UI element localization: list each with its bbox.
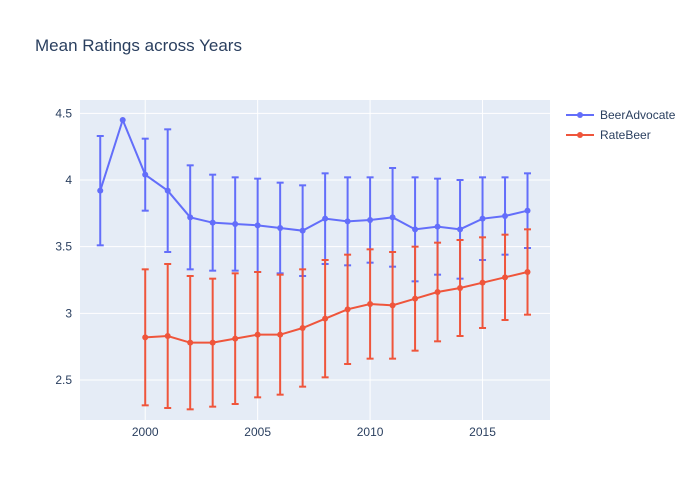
data-point[interactable] bbox=[299, 325, 306, 331]
data-point[interactable] bbox=[187, 214, 194, 221]
data-point[interactable] bbox=[232, 335, 239, 342]
y-tick-label: 4.5 bbox=[55, 106, 72, 120]
data-point[interactable] bbox=[97, 187, 104, 194]
y-tick-label: 2.5 bbox=[55, 373, 72, 387]
data-point[interactable] bbox=[277, 225, 284, 231]
y-tick-label: 3.5 bbox=[55, 240, 72, 254]
data-point[interactable] bbox=[164, 333, 171, 339]
plot-area bbox=[80, 100, 550, 420]
x-tick-label: 2015 bbox=[469, 425, 496, 439]
data-point[interactable] bbox=[344, 218, 351, 225]
chart-title: Mean Ratings across Years bbox=[35, 36, 242, 55]
data-point[interactable] bbox=[322, 215, 329, 222]
legend-label: RateBeer bbox=[600, 128, 651, 142]
data-point[interactable] bbox=[299, 227, 306, 234]
data-point[interactable] bbox=[254, 331, 261, 338]
data-point[interactable] bbox=[389, 302, 396, 309]
x-tick-label: 2005 bbox=[244, 425, 271, 439]
data-point[interactable] bbox=[344, 306, 351, 313]
data-point[interactable] bbox=[502, 274, 509, 281]
data-point[interactable] bbox=[434, 289, 441, 295]
plot-content bbox=[96, 117, 532, 411]
data-point[interactable] bbox=[389, 214, 396, 221]
data-point[interactable] bbox=[187, 339, 194, 346]
data-point[interactable] bbox=[277, 331, 284, 338]
series-ratebeer bbox=[141, 228, 532, 411]
legend-item-beeradvocate[interactable]: BeerAdvocate bbox=[566, 108, 676, 122]
data-point[interactable] bbox=[209, 219, 216, 226]
data-point[interactable] bbox=[412, 226, 419, 233]
data-point[interactable] bbox=[119, 117, 126, 123]
legend-item-ratebeer[interactable]: RateBeer bbox=[566, 128, 651, 142]
axis-ticks: 2.5 3 3.5 4 4.5 2000 2005 2010 2015 bbox=[55, 106, 496, 439]
data-point[interactable] bbox=[479, 279, 486, 286]
y-tick-label: 4 bbox=[65, 173, 72, 187]
y-tick-label: 3 bbox=[65, 306, 72, 320]
series-line bbox=[145, 271, 528, 344]
series-beeradvocate bbox=[96, 117, 532, 283]
data-point[interactable] bbox=[367, 217, 374, 223]
data-point[interactable] bbox=[142, 334, 149, 341]
data-point[interactable] bbox=[502, 213, 509, 219]
data-point[interactable] bbox=[434, 223, 441, 230]
data-point[interactable] bbox=[142, 171, 149, 178]
data-point[interactable] bbox=[457, 285, 464, 291]
data-point[interactable] bbox=[322, 315, 329, 322]
data-point[interactable] bbox=[524, 269, 531, 275]
data-point[interactable] bbox=[232, 221, 239, 227]
data-point[interactable] bbox=[164, 187, 171, 194]
series-line bbox=[99, 117, 528, 232]
data-point[interactable] bbox=[479, 215, 486, 222]
data-point[interactable] bbox=[367, 301, 374, 307]
data-point[interactable] bbox=[457, 226, 464, 233]
legend[interactable]: BeerAdvocate RateBeer bbox=[566, 108, 676, 142]
x-tick-label: 2000 bbox=[132, 425, 159, 439]
data-point[interactable] bbox=[254, 222, 261, 229]
x-tick-label: 2010 bbox=[357, 425, 384, 439]
data-point[interactable] bbox=[209, 339, 216, 346]
legend-label: BeerAdvocate bbox=[600, 108, 676, 122]
data-point[interactable] bbox=[524, 207, 531, 214]
data-point[interactable] bbox=[412, 295, 419, 302]
